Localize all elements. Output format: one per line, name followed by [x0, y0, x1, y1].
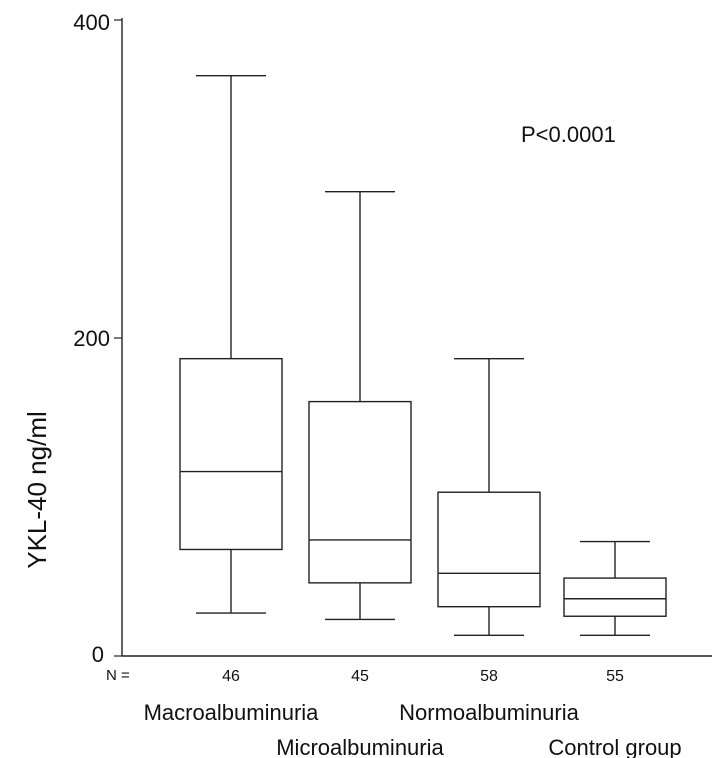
y-tick-label-0: 0	[92, 642, 104, 667]
box-1	[179, 74, 283, 614]
iqr-box	[563, 577, 667, 617]
n-row-prefix: N =	[106, 667, 130, 684]
n-label-1: 46	[222, 668, 240, 685]
category-label-2: Microalbuminuria	[276, 735, 444, 758]
box-group-container	[179, 74, 667, 637]
y-axis-label: YKL-40 ng/ml	[22, 411, 52, 569]
iqr-box	[179, 357, 283, 551]
y-tick-label-200: 200	[73, 326, 110, 351]
iqr-box	[308, 400, 412, 584]
n-label-4: 55	[606, 668, 624, 685]
category-label-3: Normoalbuminuria	[399, 700, 580, 725]
category-label-4: Control group	[548, 735, 681, 758]
box-2	[308, 191, 412, 621]
category-label-1: Macroalbuminuria	[144, 700, 320, 725]
category-label-container: Macroalbuminuria Microalbuminuria Normoalb…	[144, 700, 682, 758]
n-label-container: 46 45 58 55	[222, 668, 624, 685]
n-label-2: 45	[351, 668, 369, 685]
n-label-3: 58	[480, 668, 498, 685]
p-value-annotation: P<0.0001	[521, 122, 616, 147]
iqr-box	[437, 491, 541, 608]
box-4	[563, 540, 667, 637]
y-tick-label-400: 400	[73, 10, 110, 35]
box-3	[437, 357, 541, 637]
